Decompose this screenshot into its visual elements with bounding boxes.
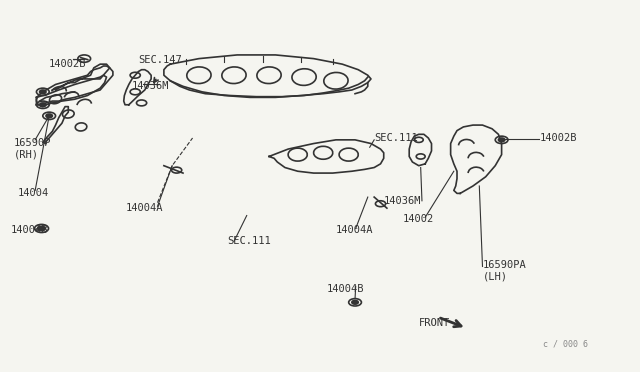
Text: 14004A: 14004A <box>336 225 373 235</box>
Circle shape <box>38 226 45 231</box>
Text: 16590PA
(LH): 16590PA (LH) <box>483 260 526 282</box>
Text: SEC.111: SEC.111 <box>228 236 271 246</box>
Text: 14004A: 14004A <box>125 203 163 213</box>
Circle shape <box>40 103 46 107</box>
Text: SEC.111: SEC.111 <box>374 133 418 143</box>
Text: 14004: 14004 <box>17 188 49 198</box>
Text: FRONT: FRONT <box>419 318 450 328</box>
Text: 14004B: 14004B <box>11 225 49 235</box>
Circle shape <box>352 301 358 304</box>
Circle shape <box>40 90 46 94</box>
Text: 14004B: 14004B <box>326 284 364 294</box>
Text: 16590P
(RH): 16590P (RH) <box>14 138 52 160</box>
Text: SEC.147: SEC.147 <box>138 55 182 65</box>
Text: 14036M: 14036M <box>132 81 170 91</box>
Text: 14002B: 14002B <box>540 133 577 143</box>
Circle shape <box>499 138 505 142</box>
Text: 14002: 14002 <box>403 214 434 224</box>
Text: c / 000 6: c / 000 6 <box>543 340 588 349</box>
Circle shape <box>46 114 52 118</box>
Text: 14036M: 14036M <box>384 196 421 206</box>
Text: 14002B: 14002B <box>49 59 86 69</box>
